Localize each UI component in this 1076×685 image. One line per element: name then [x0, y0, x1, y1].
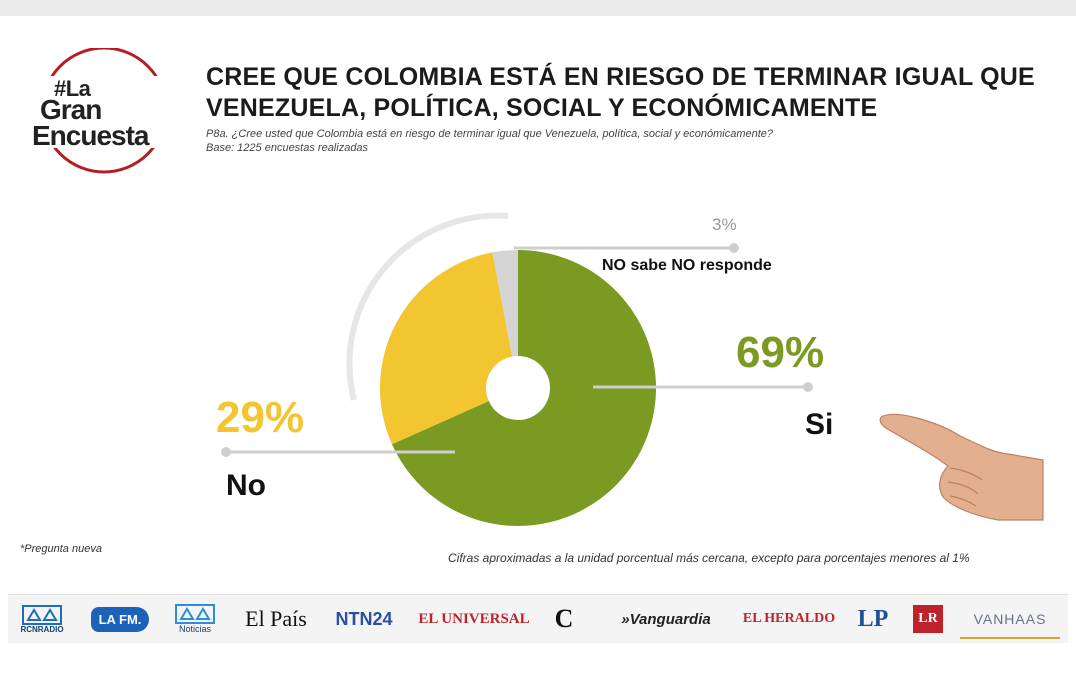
ntn24-logo: NTN24 — [335, 608, 393, 629]
slide: #La Gran Encuesta CREE QUE COLOMBIA ESTÁ… — [8, 38, 1068, 638]
decorative-arc — [346, 212, 509, 401]
noticias-rcn-logo: Noticias — [170, 601, 220, 637]
title-line-1: CREE QUE COLOMBIA ESTÁ EN RIESGO DE TERM… — [206, 63, 1035, 91]
vanguardia-logo: »Vanguardia — [621, 610, 711, 628]
leader-dot-ns — [729, 243, 739, 253]
value-label-no: 29% — [216, 393, 305, 442]
logo-line-2: Gran — [40, 94, 102, 125]
el-heraldo-logo: EL HERALDO — [742, 611, 836, 626]
pie-slice-no — [379, 252, 518, 445]
category-label-si: Si — [805, 408, 834, 441]
value-label-ns: 3% — [712, 215, 737, 234]
leader-dot-si — [803, 382, 813, 392]
base-text: Base: 1225 encuestas realizadas — [206, 142, 369, 154]
vanhaas-logo: VANHAAS — [960, 601, 1060, 639]
question-text: P8a. ¿Cree usted que Colombia está en ri… — [206, 128, 774, 140]
el-pais-logo: El País — [245, 606, 307, 631]
category-label-ns: NO sabe NO responde — [602, 257, 772, 274]
pie-slice-no-sabe-no-responde — [492, 250, 518, 388]
lr-logo: LR — [910, 601, 946, 637]
la-gran-encuesta-logo: #La Gran Encuesta — [28, 48, 178, 180]
logo-line-3: Encuesta — [32, 120, 149, 151]
value-label-si: 69% — [736, 328, 825, 377]
rcn-radio-logo: RCNRADIO — [16, 601, 68, 637]
category-label-no: No — [226, 469, 266, 502]
top-bar — [0, 0, 1076, 16]
footnote-new-question: *Pregunta nueva — [20, 543, 102, 555]
el-colombiano-logo: C — [554, 604, 574, 633]
pointing-hand-illustration — [879, 413, 1044, 521]
lp-logo: LP — [857, 605, 889, 632]
title-line-2: VENEZUELA, POLÍTICA, SOCIAL Y ECONÓMICAM… — [206, 94, 878, 122]
sponsor-logos-bar: RCNRADIO LA FM. Noticias El País NTN24 E… — [8, 594, 1068, 643]
la-fm-logo: LA FM. — [84, 601, 156, 637]
page-title: CREE QUE COLOMBIA ESTÁ EN RIESGO DE TERM… — [206, 62, 1046, 124]
leader-dot-no — [221, 447, 231, 457]
logo-line-1: #La — [54, 76, 91, 101]
footnote-rounding: Cifras aproximadas a la unidad porcentua… — [448, 551, 970, 565]
donut-hole — [486, 356, 550, 420]
donut-chart — [221, 212, 813, 526]
el-universal-logo: EL UNIVERSAL — [418, 610, 530, 627]
